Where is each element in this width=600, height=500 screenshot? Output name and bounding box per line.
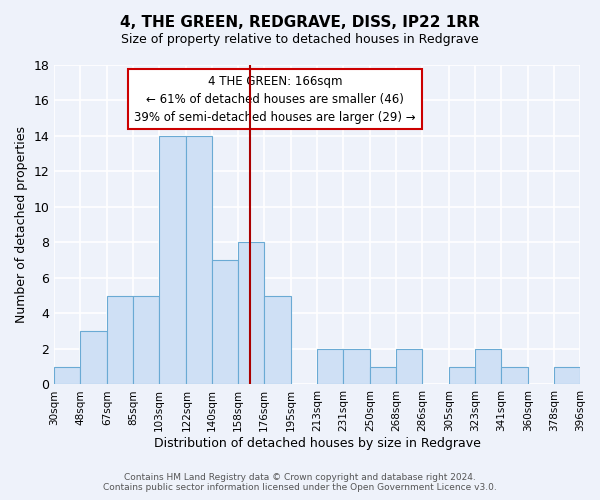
Bar [187,136,212,384]
Bar [159,136,187,384]
Bar [80,331,107,384]
Bar [107,296,133,384]
Bar [475,349,501,384]
Bar [264,296,291,384]
Bar [317,349,343,384]
Text: 4, THE GREEN, REDGRAVE, DISS, IP22 1RR: 4, THE GREEN, REDGRAVE, DISS, IP22 1RR [120,15,480,30]
Bar [449,366,475,384]
Bar [133,296,159,384]
Bar [238,242,264,384]
Bar [343,349,370,384]
Bar [501,366,528,384]
Bar [212,260,238,384]
Bar [396,349,422,384]
Bar [370,366,396,384]
Bar [54,366,80,384]
Bar [554,366,580,384]
Text: 4 THE GREEN: 166sqm
← 61% of detached houses are smaller (46)
39% of semi-detach: 4 THE GREEN: 166sqm ← 61% of detached ho… [134,74,416,124]
Text: Contains HM Land Registry data © Crown copyright and database right 2024.
Contai: Contains HM Land Registry data © Crown c… [103,473,497,492]
Text: Size of property relative to detached houses in Redgrave: Size of property relative to detached ho… [121,32,479,46]
Y-axis label: Number of detached properties: Number of detached properties [15,126,28,323]
X-axis label: Distribution of detached houses by size in Redgrave: Distribution of detached houses by size … [154,437,481,450]
